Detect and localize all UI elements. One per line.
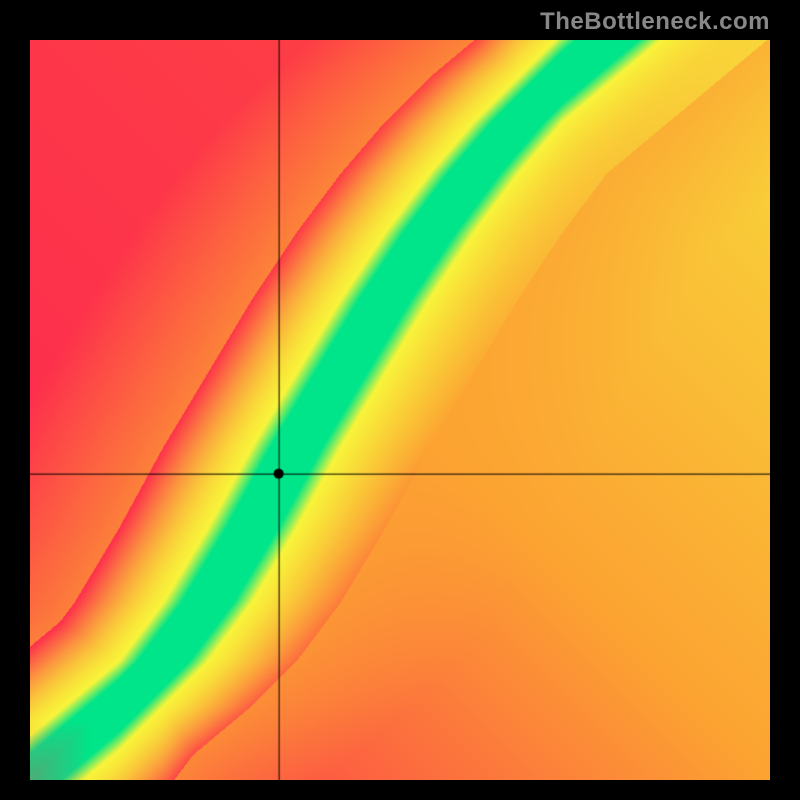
watermark-text: TheBottleneck.com [540,8,770,36]
chart-container: TheBottleneck.com [0,0,800,800]
heatmap-canvas [30,40,770,780]
heatmap-plot [30,40,770,780]
